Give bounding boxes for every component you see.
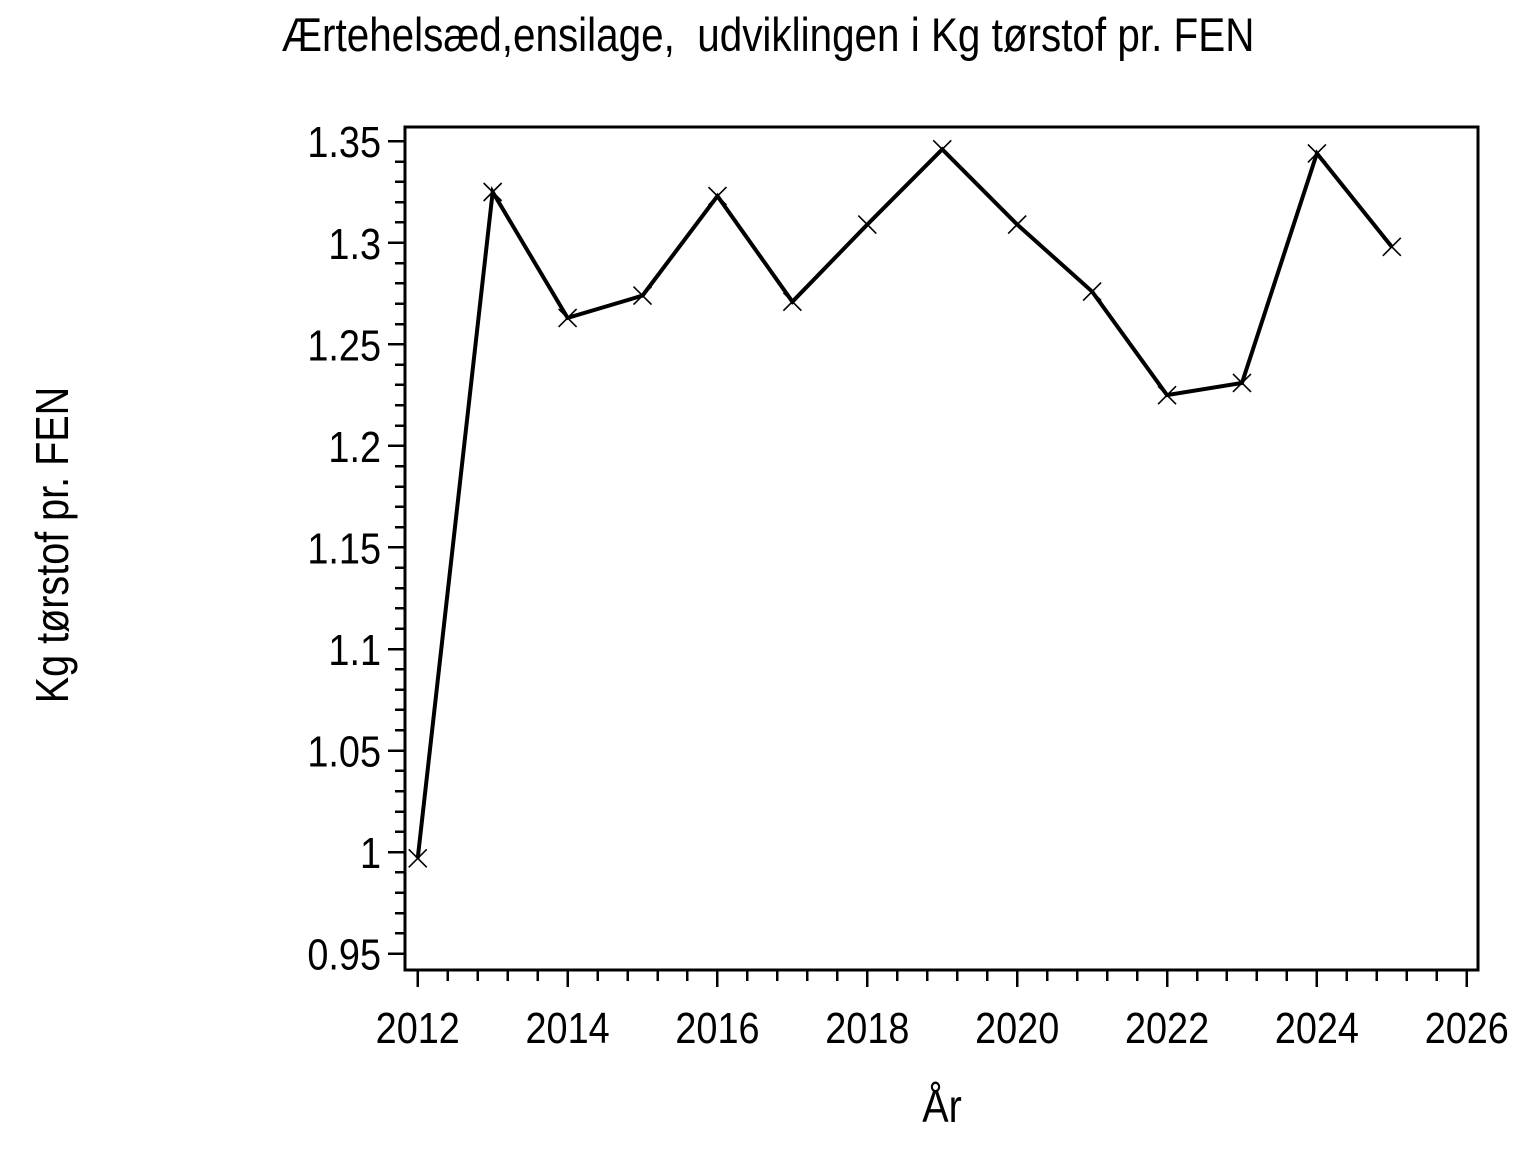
x-tick-label: 2018 (825, 1003, 909, 1052)
x-tick-label-group: 2012 (376, 1003, 460, 1052)
data-point-marker (932, 139, 952, 159)
x-tick-label-group: 2024 (1275, 1003, 1359, 1052)
x-tick-label: 2012 (376, 1003, 460, 1052)
x-tick-label-group: 2018 (825, 1003, 909, 1052)
y-tick-label: 1.05 (307, 727, 381, 776)
data-point-marker (408, 848, 428, 868)
y-tick-label-group: 1.15 (307, 524, 381, 573)
data-point-marker (632, 286, 653, 306)
y-tick-label: 1.1 (328, 625, 381, 674)
y-tick-label-group: 1.25 (307, 321, 381, 370)
chart-title: Ærtehelsæd,ensilage, udviklingen i Kg tø… (281, 8, 1255, 61)
y-tick-label-group: 0.95 (307, 930, 381, 979)
y-tick-label: 1.3 (328, 219, 381, 268)
x-tick-label-group: 2026 (1425, 1003, 1509, 1052)
y-tick-label: 0.95 (307, 930, 381, 979)
data-point-marker (1382, 237, 1402, 257)
data-point-marker (1007, 214, 1027, 235)
y-axis-label: Kg tørstof pr. FEN (27, 387, 78, 703)
data-point-marker (782, 292, 802, 312)
y-tick-label-group: 1.1 (328, 625, 381, 674)
axis-ticks-layer (388, 139, 1469, 987)
data-point-marker (1157, 385, 1177, 405)
data-point-marker (1232, 373, 1252, 393)
x-tick-label: 2026 (1425, 1003, 1509, 1052)
y-tick-label: 1.35 (307, 118, 381, 167)
x-tick-label-group: 2022 (1125, 1003, 1209, 1052)
data-point-marker (1082, 281, 1102, 302)
x-tick-label: 2024 (1275, 1003, 1359, 1052)
x-tick-label: 2020 (975, 1003, 1059, 1052)
x-axis-label-group: År (922, 1081, 962, 1132)
y-tick-label-group: 1.35 (307, 118, 381, 167)
tick-labels-layer: 0.95 1 1.05 1.1 1.15 1.2 1.25 1.3 1.35 2012 2014 20… (307, 118, 1508, 1053)
y-axis-label-group: Kg tørstof pr. FEN (27, 387, 78, 703)
data-series-layer (408, 139, 1402, 868)
data-point-marker (707, 186, 728, 206)
data-point-marker (558, 308, 578, 328)
data-point-marker (1307, 143, 1327, 163)
data-point-marker (483, 182, 503, 202)
plot-border (403, 125, 1480, 972)
y-tick-label: 1.15 (307, 524, 381, 573)
y-tick-label: 1 (360, 829, 381, 878)
data-point-marker (857, 214, 877, 235)
y-tick-label: 1.2 (328, 422, 381, 471)
y-tick-label-group: 1.05 (307, 727, 381, 776)
y-tick-label-group: 1.2 (328, 422, 381, 471)
x-axis-label: År (922, 1081, 962, 1132)
x-tick-label-group: 2020 (975, 1003, 1059, 1052)
x-tick-label-group: 2014 (526, 1003, 610, 1052)
x-tick-label: 2016 (675, 1003, 759, 1052)
x-tick-label-group: 2016 (675, 1003, 759, 1052)
y-tick-label-group: 1 (360, 829, 381, 878)
y-tick-label-group: 1.3 (328, 219, 381, 268)
plot-frame-layer (403, 125, 1480, 972)
y-tick-label: 1.25 (307, 321, 381, 370)
x-tick-label: 2014 (526, 1003, 610, 1052)
x-tick-label: 2022 (1125, 1003, 1209, 1052)
data-line (415, 146, 1394, 859)
